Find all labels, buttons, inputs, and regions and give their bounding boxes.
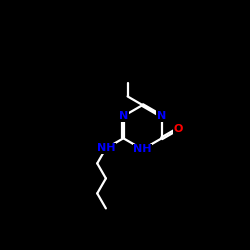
Text: N: N: [157, 111, 166, 121]
Text: N: N: [119, 111, 128, 121]
Text: NH: NH: [97, 144, 115, 154]
Text: NH: NH: [133, 144, 152, 154]
Text: O: O: [174, 124, 183, 134]
